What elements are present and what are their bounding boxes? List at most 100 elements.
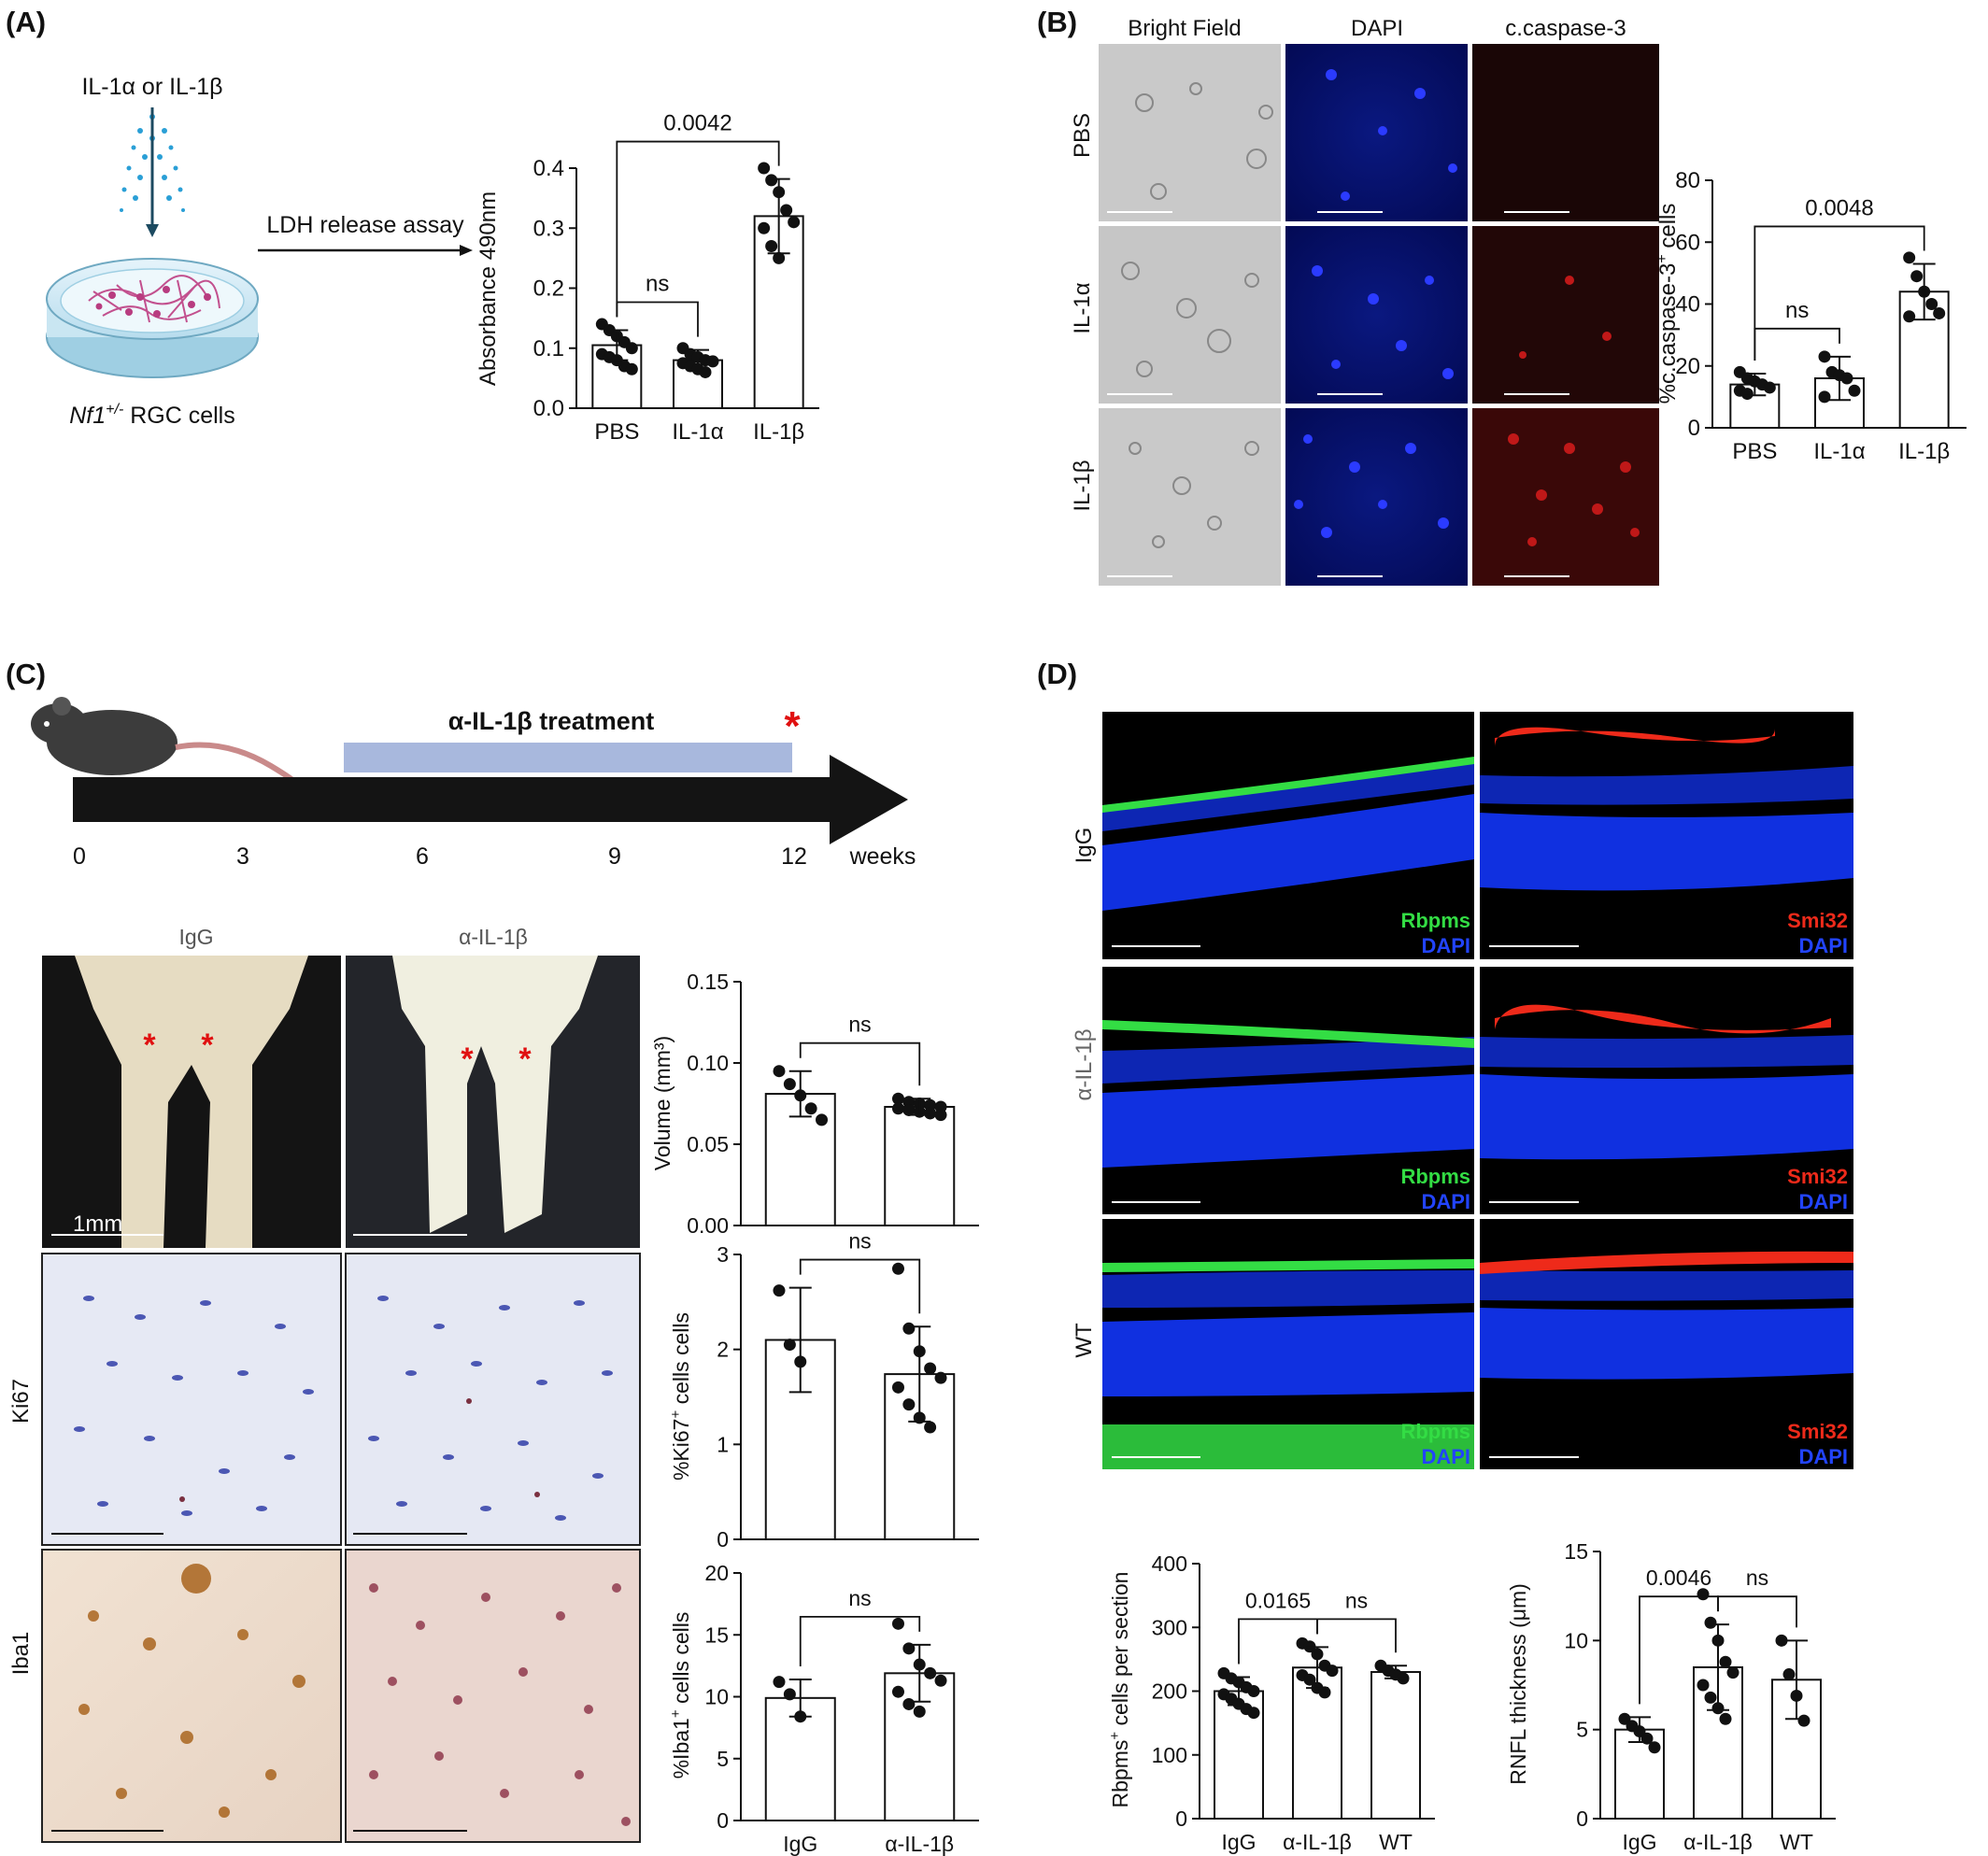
significance-bracket [799, 1615, 921, 1666]
panel-b-label: (B) [1037, 6, 1077, 38]
data-point [1848, 384, 1861, 397]
data-point [1840, 372, 1853, 385]
data-point [934, 1674, 947, 1687]
panel-c-label: (C) [6, 658, 46, 690]
data-point [625, 342, 638, 355]
data-point [891, 1102, 904, 1115]
data-point [1775, 1634, 1788, 1647]
data-point [1782, 1668, 1796, 1681]
data-point [1925, 298, 1938, 310]
y-tick-label: 3 [717, 1242, 729, 1267]
treatment-text: IL-1α or IL-1β [81, 74, 222, 100]
timeline-tick-3: 3 [236, 843, 249, 870]
row-label-d-igg: IgG [1072, 828, 1097, 864]
data-point [1326, 1665, 1339, 1678]
bar [1370, 1671, 1421, 1821]
significance-label: 0.0048 [1805, 195, 1873, 220]
chart-caspase-percent: 0 20 40 60 80 %c.caspase-3+ cells PBS IL-1α IL-1… [1654, 168, 1967, 464]
data-point [934, 1109, 947, 1122]
category-label: α-IL-1β [885, 1832, 954, 1856]
y-tick-label: 0 [1576, 1806, 1588, 1831]
significance-bracket [799, 1041, 921, 1086]
y-tick-label: 5 [717, 1747, 729, 1771]
petri-dish-icon [46, 258, 259, 378]
data-point [1303, 1673, 1316, 1686]
data-point [1910, 270, 1924, 283]
stain-rbpms-igg: Rbpms [1400, 909, 1470, 932]
data-point [891, 1617, 904, 1630]
chart-rnfl-thickness: 0 5 10 15 RNFL thickness (μm) IgG α-IL-1β WT 0.0… [1506, 1539, 1836, 1854]
significance-label: 0.0046 [1646, 1566, 1711, 1590]
y-tick-label: 60 [1675, 230, 1700, 255]
svg-text:*: * [201, 1027, 214, 1063]
data-point [1763, 381, 1776, 394]
timeline-tick-6: 6 [416, 843, 429, 870]
data-point [934, 1371, 947, 1384]
row-label-iba1: Iba1 [8, 1632, 34, 1676]
row-label-pbs: PBS [1070, 113, 1095, 158]
data-point [1903, 251, 1916, 264]
data-point [1903, 310, 1916, 323]
category-label: PBS [594, 419, 639, 445]
row-label-il1b: IL-1β [1070, 460, 1095, 511]
data-point [891, 1381, 904, 1394]
data-point [1933, 306, 1946, 319]
significance-label: ns [1785, 298, 1809, 323]
y-tick-label: 0 [1688, 416, 1700, 441]
data-point [1818, 390, 1831, 404]
col-header-caspase: c.caspase-3 [1505, 16, 1626, 41]
data-point [924, 1362, 937, 1375]
y-tick-label: 0.10 [687, 1051, 729, 1075]
data-point [1318, 1686, 1331, 1699]
timeline-tick-0: 0 [73, 843, 86, 870]
significance-label: ns [646, 271, 669, 296]
endpoint-asterisk: * [784, 703, 801, 749]
data-point [1818, 350, 1831, 363]
y-tick-label: 0 [1175, 1806, 1187, 1831]
data-point [780, 204, 793, 217]
stain-smi32-wt: Smi32 [1787, 1420, 1848, 1443]
data-point [891, 1262, 904, 1275]
data-point [783, 1078, 796, 1091]
data-point [1797, 1714, 1810, 1727]
y-tick-label: 15 [1564, 1539, 1588, 1564]
category-label: WT [1379, 1830, 1413, 1854]
y-tick-label: 5 [1576, 1718, 1588, 1742]
timeline-tick-12: 12 [781, 843, 807, 870]
y-tick-label: 20 [704, 1561, 729, 1585]
y-axis-label: Rbpms+ cells per section [1107, 1572, 1132, 1808]
chart-nerve-volume: 0.00 0.05 0.10 0.15 Volume (mm³) ns [650, 970, 979, 1238]
data-point [816, 1113, 829, 1126]
y-tick-label: 400 [1152, 1551, 1187, 1576]
significance-bracket [616, 140, 780, 318]
data-point [765, 174, 778, 187]
data-point [773, 251, 786, 264]
y-tick-label: 300 [1152, 1615, 1187, 1639]
data-point [891, 1092, 904, 1105]
data-point [902, 1697, 916, 1710]
row-label-il1a: IL-1α [1070, 282, 1095, 333]
significance-bracket [616, 301, 699, 337]
y-tick-label: 0.2 [533, 276, 564, 302]
significance-bracket [799, 1258, 921, 1314]
stain-rbpms-anti: Rbpms [1400, 1165, 1470, 1188]
y-tick-label: 20 [1675, 354, 1700, 379]
data-point [924, 1107, 937, 1120]
panel-a-label: (A) [6, 6, 46, 38]
data-point [891, 1685, 904, 1698]
data-point [625, 362, 638, 375]
stain-dapi-wt-right: DAPI [1798, 1445, 1848, 1468]
ki67-iba1-micrographs [41, 1253, 641, 1843]
stain-smi32-igg: Smi32 [1787, 909, 1848, 932]
col-header-dapi: DAPI [1351, 16, 1403, 41]
droplet-arrowhead [146, 224, 159, 237]
stain-smi32-anti: Smi32 [1787, 1165, 1848, 1188]
col-header-igg: IgG [178, 925, 213, 949]
treatment-bar-label: α-IL-1β treatment [448, 707, 655, 735]
data-point [758, 162, 771, 175]
category-label: IL-1α [672, 419, 723, 445]
assay-arrowhead [460, 245, 473, 256]
significance-bracket [1754, 225, 1925, 361]
data-point [1740, 388, 1754, 401]
